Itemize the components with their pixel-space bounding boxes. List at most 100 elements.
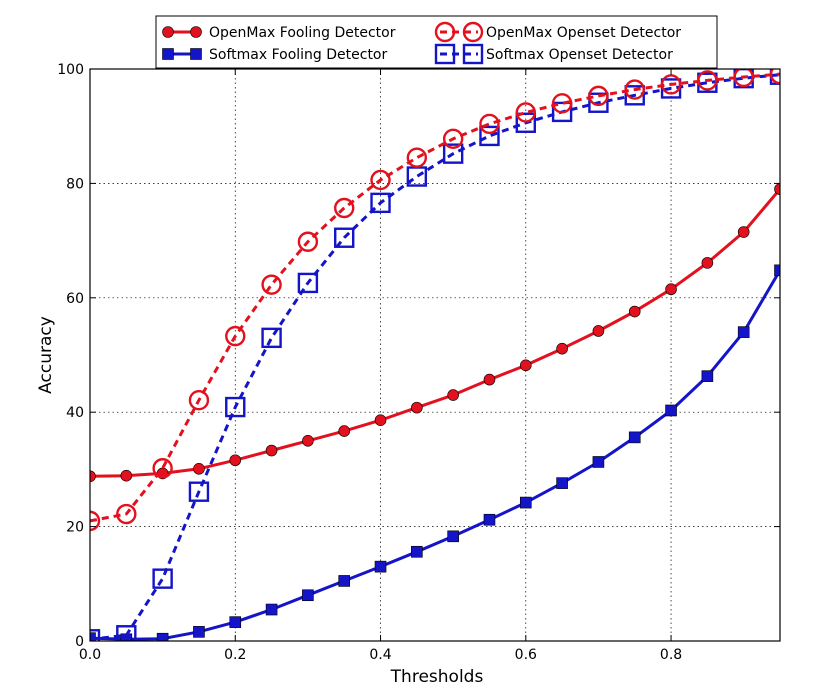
legend-marker-softmax-openset-detector xyxy=(462,43,484,65)
softmax-fooling-detector-point xyxy=(628,431,641,444)
legend-marker-openmax-openset-detector xyxy=(462,21,484,43)
openmax-openset-detector-series xyxy=(90,69,780,532)
openmax-openset-detector-point xyxy=(442,128,464,149)
x-tick-label: 0.4 xyxy=(369,647,391,663)
openmax-openset-detector-point xyxy=(406,147,428,168)
legend-marker-softmax-fooling-detector xyxy=(190,48,202,60)
openmax-fooling-detector-point xyxy=(90,470,96,483)
openmax-openset-detector-point xyxy=(515,102,536,123)
openmax-fooling-detector-point xyxy=(265,444,278,457)
softmax-openset-detector-point xyxy=(515,112,536,133)
legend-marker-openmax-fooling-detector xyxy=(162,26,174,38)
softmax-fooling-detector-point xyxy=(156,632,169,641)
legend-label-softmax-openset-detector: Softmax Openset Detector xyxy=(486,47,673,63)
softmax-fooling-detector-point xyxy=(193,626,205,638)
openmax-openset-detector-point xyxy=(479,113,500,135)
y-tick-label: 40 xyxy=(66,405,84,421)
openmax-openset-detector-point xyxy=(551,93,573,114)
openmax-fooling-detector-point xyxy=(229,454,242,467)
plot-frame xyxy=(89,68,781,642)
openmax-fooling-detector-line xyxy=(90,188,780,478)
softmax-fooling-detector-point xyxy=(701,370,714,382)
openmax-fooling-detector-point xyxy=(519,359,532,372)
openmax-openset-detector-point xyxy=(188,389,210,411)
ticks: 0.0 0.2 0.4 0.6 0.8 0 20 40 60 80 100 xyxy=(57,62,780,663)
grid xyxy=(90,69,780,641)
openmax-openset-detector-point xyxy=(261,274,282,295)
openmax-fooling-detector-series xyxy=(90,183,780,483)
softmax-fooling-detector-point xyxy=(774,264,780,277)
openmax-fooling-detector-point xyxy=(447,389,459,401)
softmax-fooling-detector-point xyxy=(447,530,459,543)
openmax-fooling-detector-point xyxy=(592,325,605,337)
openmax-openset-detector-point xyxy=(152,458,173,479)
openmax-fooling-detector-point xyxy=(120,469,133,482)
softmax-openset-detector-point xyxy=(624,85,645,106)
openmax-openset-detector-point xyxy=(697,70,718,91)
openmax-fooling-detector-point xyxy=(302,434,314,447)
openmax-fooling-detector-point xyxy=(628,305,641,318)
softmax-openset-detector-point xyxy=(116,625,137,641)
x-tick-label: 0.6 xyxy=(515,647,537,663)
openmax-fooling-detector-point xyxy=(411,401,423,414)
legend-marker-softmax-fooling-detector xyxy=(162,48,174,60)
y-tick-label: 20 xyxy=(66,520,84,536)
softmax-fooling-detector-series xyxy=(90,264,780,641)
softmax-fooling-detector-point xyxy=(374,560,387,573)
openmax-openset-detector-point xyxy=(297,231,319,252)
softmax-fooling-detector-point xyxy=(737,326,750,338)
legend-label-softmax-fooling-detector: Softmax Fooling Detector xyxy=(209,47,387,63)
softmax-fooling-detector-point xyxy=(592,456,605,468)
openmax-openset-detector-point xyxy=(769,69,780,85)
softmax-fooling-detector-point xyxy=(665,404,677,417)
softmax-openset-detector-point xyxy=(225,396,246,418)
openmax-fooling-detector-point xyxy=(701,257,714,269)
openmax-fooling-detector-point xyxy=(483,373,496,386)
softmax-fooling-detector-point xyxy=(229,616,242,628)
softmax-openset-detector-point xyxy=(188,481,210,502)
openmax-fooling-detector-point xyxy=(665,283,677,296)
softmax-openset-detector-point xyxy=(334,227,355,248)
openmax-openset-detector-line xyxy=(90,72,780,523)
softmax-fooling-detector-point xyxy=(338,575,351,587)
openmax-openset-detector-point xyxy=(624,79,645,100)
softmax-fooling-detector-point xyxy=(411,545,423,558)
softmax-fooling-detector-point xyxy=(302,589,314,602)
softmax-openset-detector-point xyxy=(297,272,319,294)
legend-marker-openmax-openset-detector xyxy=(434,21,456,43)
legend-label-openmax-openset-detector: OpenMax Openset Detector xyxy=(486,25,681,41)
legend-label-openmax-fooling-detector: OpenMax Fooling Detector xyxy=(209,25,396,41)
legend-marker-softmax-openset-detector xyxy=(434,43,456,65)
openmax-fooling-detector-point xyxy=(556,342,568,355)
openmax-openset-detector-point xyxy=(588,85,609,107)
x-tick-label: 0.2 xyxy=(224,647,246,663)
openmax-openset-detector-point xyxy=(733,69,754,88)
openmax-openset-detector-point xyxy=(660,74,682,95)
softmax-openset-detector-point xyxy=(442,143,464,164)
openmax-fooling-detector-point xyxy=(737,226,750,238)
softmax-fooling-detector-point xyxy=(556,477,568,489)
x-tick-label: 0.8 xyxy=(660,647,682,663)
openmax-fooling-detector-point xyxy=(374,414,387,427)
softmax-fooling-detector-point xyxy=(483,513,496,526)
softmax-fooling-detector-line xyxy=(90,269,780,641)
softmax-openset-detector-point xyxy=(479,125,500,147)
x-tick-label: 0.0 xyxy=(79,647,101,663)
softmax-openset-detector-point xyxy=(588,92,609,113)
legend: OpenMax Fooling Detector OpenMax Openset … xyxy=(155,15,718,69)
openmax-openset-detector-point xyxy=(90,510,101,532)
softmax-fooling-detector-point xyxy=(265,603,278,616)
openmax-openset-detector-point xyxy=(225,325,246,347)
softmax-fooling-detector-point xyxy=(519,496,532,509)
series-layer xyxy=(90,69,780,641)
openmax-fooling-detector-point xyxy=(338,425,351,437)
y-axis-title: Accuracy xyxy=(36,316,56,394)
openmax-fooling-detector-point xyxy=(193,463,205,475)
y-tick-label: 60 xyxy=(66,291,84,307)
openmax-openset-detector-point xyxy=(116,503,137,525)
y-tick-label: 80 xyxy=(66,176,84,192)
openmax-fooling-detector-point xyxy=(774,183,780,195)
y-tick-label: 0 xyxy=(75,634,84,650)
softmax-openset-detector-point xyxy=(90,629,101,641)
legend-marker-openmax-fooling-detector xyxy=(190,26,202,38)
